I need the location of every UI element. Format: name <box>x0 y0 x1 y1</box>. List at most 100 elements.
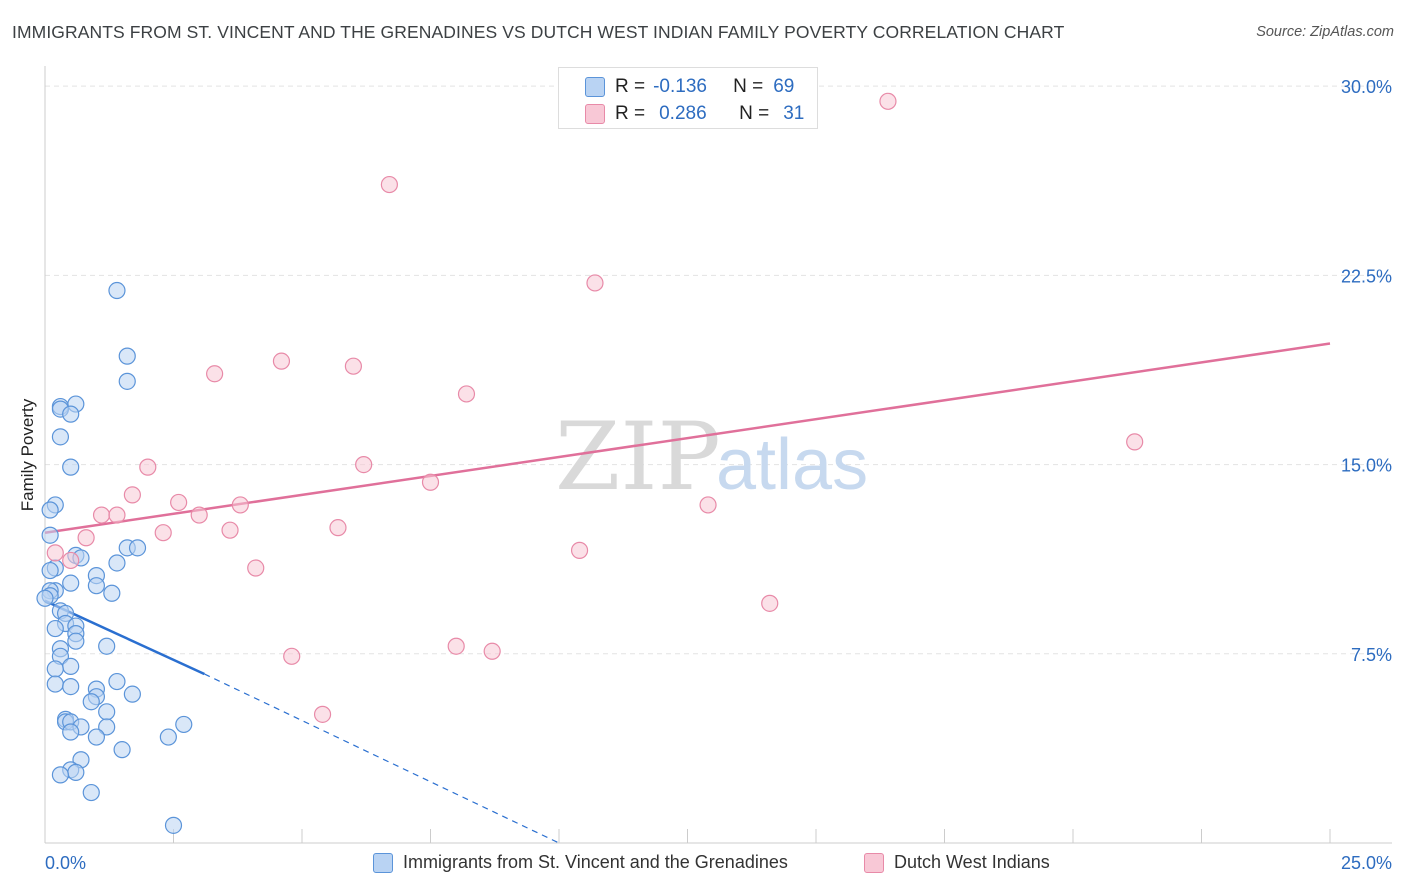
point-immigrants <box>128 539 147 557</box>
point-immigrants <box>98 718 116 736</box>
point-dutch <box>231 496 249 514</box>
legend-swatch-blue <box>373 852 393 873</box>
point-dutch <box>247 559 265 577</box>
source-label: Source: ZipAtlas.com <box>1256 24 1394 40</box>
stats-n-value: 31 <box>783 103 805 124</box>
watermark-zip: ZIP <box>555 403 721 512</box>
stats-swatch-blue <box>585 77 605 97</box>
point-dutch <box>329 519 347 537</box>
point-immigrants <box>159 728 177 746</box>
point-immigrants <box>87 728 106 746</box>
gridlines <box>45 85 1392 655</box>
legend-item-immigrants: Immigrants from St. Vincent and the Gren… <box>373 852 788 873</box>
point-dutch <box>457 385 476 403</box>
watermark: ZIP atlas <box>555 403 868 512</box>
point-dutch <box>108 506 126 524</box>
point-dutch <box>761 594 779 612</box>
bottom-legend: Immigrants from St. Vincent and the Gren… <box>0 852 1406 878</box>
point-dutch <box>77 529 95 547</box>
point-immigrants <box>108 554 126 572</box>
point-immigrants <box>62 657 80 676</box>
point-dutch <box>380 175 398 194</box>
point-immigrants <box>103 584 121 602</box>
stats-row-blue: R = -0.136 N = 69 <box>585 74 795 100</box>
y-tick-label: 22.5% <box>1341 266 1392 286</box>
data-points <box>36 92 1144 834</box>
point-immigrants <box>98 703 116 721</box>
point-immigrants <box>36 589 54 607</box>
point-immigrants <box>113 741 131 759</box>
point-dutch <box>190 506 208 524</box>
y-tick-label: 7.5% <box>1351 645 1392 665</box>
legend-label-immigrants: Immigrants from St. Vincent and the Gren… <box>403 852 788 872</box>
point-dutch <box>447 637 465 655</box>
point-immigrants <box>118 372 136 390</box>
point-dutch <box>92 506 111 524</box>
stats-row-pink: R = 0.286 N = 31 <box>585 101 805 127</box>
chart-title: IMMIGRANTS FROM ST. VINCENT AND THE GREN… <box>12 22 1065 42</box>
stats-swatch-pink <box>585 104 605 124</box>
y-tick-label: 15.0% <box>1341 456 1392 476</box>
stats-n-label: N = <box>739 103 770 124</box>
point-immigrants <box>108 281 126 300</box>
x-tick-label: 0.0% <box>45 853 86 873</box>
point-dutch <box>46 544 64 562</box>
point-immigrants <box>82 783 100 802</box>
point-immigrants <box>46 660 64 678</box>
stats-legend: R = -0.136 N = 69 R = 0.286 N = 31 <box>558 67 818 129</box>
point-immigrants <box>118 347 136 365</box>
point-immigrants <box>51 766 70 784</box>
point-dutch <box>1126 433 1144 451</box>
stats-r-label: R = <box>615 103 646 124</box>
point-dutch <box>421 473 440 491</box>
point-dutch <box>879 92 897 110</box>
point-immigrants <box>41 561 59 580</box>
point-immigrants <box>175 715 193 734</box>
point-dutch <box>313 705 332 723</box>
point-immigrants <box>62 574 80 592</box>
point-immigrants <box>164 816 183 834</box>
point-dutch <box>62 551 80 570</box>
point-immigrants <box>41 526 59 544</box>
point-dutch <box>170 493 188 512</box>
point-dutch <box>154 524 172 542</box>
stats-n-label: N = <box>733 76 764 97</box>
point-immigrants <box>82 693 100 711</box>
point-dutch <box>586 274 604 292</box>
point-dutch <box>206 365 224 383</box>
point-immigrants <box>108 672 126 691</box>
trend-line-immigrants-extrapolated <box>204 673 560 844</box>
point-dutch <box>699 496 717 514</box>
legend-item-dutch: Dutch West Indians <box>864 852 1050 873</box>
point-immigrants <box>67 763 85 781</box>
point-dutch <box>123 486 141 504</box>
tick-labels: 7.5% 15.0% 22.5% 30.0% 0.0% 25.0% <box>45 77 1392 873</box>
point-immigrants <box>46 619 64 638</box>
stats-r-label: R = <box>615 76 646 97</box>
point-dutch <box>570 541 589 559</box>
point-immigrants <box>67 632 85 650</box>
point-immigrants <box>62 458 80 476</box>
axes <box>44 66 1392 844</box>
y-tick-label: 30.0% <box>1341 77 1392 97</box>
point-dutch <box>221 521 239 539</box>
point-immigrants <box>62 677 80 696</box>
point-immigrants <box>62 723 80 741</box>
x-tick-label: 25.0% <box>1341 853 1392 873</box>
stats-n-value: 69 <box>773 76 795 97</box>
point-dutch <box>272 352 291 370</box>
point-dutch <box>483 642 501 660</box>
point-immigrants <box>62 405 80 423</box>
point-dutch <box>344 357 362 375</box>
legend-label-dutch: Dutch West Indians <box>894 852 1050 872</box>
trend-line-dutch <box>44 342 1331 534</box>
point-dutch <box>283 647 301 665</box>
point-immigrants <box>123 685 141 703</box>
point-immigrants <box>98 637 116 655</box>
watermark-atlas: atlas <box>716 425 868 505</box>
point-immigrants <box>51 428 70 446</box>
stats-r-value: 0.286 <box>659 103 707 124</box>
point-immigrants <box>46 675 64 693</box>
point-dutch <box>139 458 157 476</box>
